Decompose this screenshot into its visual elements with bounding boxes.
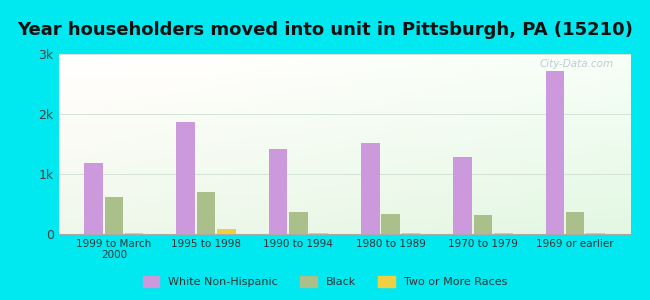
Bar — [566, 212, 584, 234]
Legend: White Non-Hispanic, Black, Two or More Races: White Non-Hispanic, Black, Two or More R… — [138, 271, 512, 291]
Bar — [382, 214, 400, 234]
Bar — [197, 192, 215, 234]
Bar — [453, 157, 472, 234]
Bar — [545, 71, 564, 234]
Bar — [474, 215, 492, 234]
Bar — [217, 229, 236, 234]
Bar — [105, 197, 124, 234]
Text: Year householders moved into unit in Pittsburgh, PA (15210): Year householders moved into unit in Pit… — [17, 21, 633, 39]
Bar — [125, 233, 144, 234]
Text: City-Data.com: City-Data.com — [540, 59, 614, 69]
Bar — [586, 233, 605, 234]
Bar — [84, 163, 103, 234]
Bar — [177, 122, 195, 234]
Bar — [494, 233, 512, 234]
Bar — [289, 212, 307, 234]
Bar — [268, 149, 287, 234]
Bar — [402, 233, 421, 234]
Bar — [309, 233, 328, 234]
Bar — [361, 143, 380, 234]
